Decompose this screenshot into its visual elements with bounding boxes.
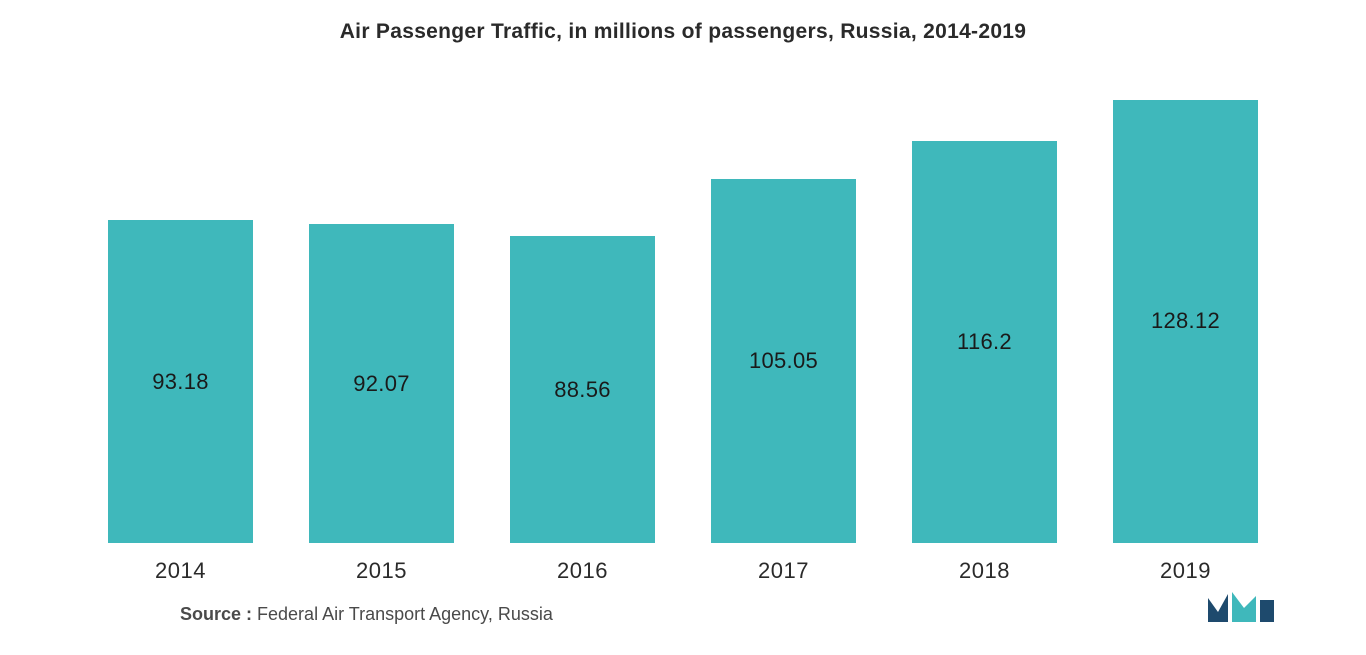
source-text: Federal Air Transport Agency, Russia	[257, 604, 553, 625]
bar-value: 105.05	[749, 348, 818, 374]
chart-area: 93.18 2014 92.07 2015 88.56 2016 105.05 …	[60, 74, 1306, 584]
chart-title: Air Passenger Traffic, in millions of pa…	[340, 20, 1027, 44]
bar-group: 105.05 2017	[683, 74, 884, 584]
chart-container: Air Passenger Traffic, in millions of pa…	[0, 0, 1366, 655]
bar-group: 93.18 2014	[80, 74, 281, 584]
bar-value: 128.12	[1151, 308, 1220, 334]
bar-value: 116.2	[957, 329, 1012, 355]
bar-label: 2014	[155, 558, 206, 584]
bar-label: 2015	[356, 558, 407, 584]
mordor-logo	[1206, 590, 1276, 625]
logo-icon	[1206, 590, 1276, 625]
bar-group: 92.07 2015	[281, 74, 482, 584]
bar-value: 88.56	[554, 377, 611, 403]
bar-group: 116.2 2018	[884, 74, 1085, 584]
bar-value: 93.18	[152, 369, 209, 395]
source-line: Source : Federal Air Transport Agency, R…	[60, 604, 1306, 625]
bar-2016: 88.56	[510, 236, 655, 543]
source-label: Source :	[180, 604, 252, 625]
bar-label: 2018	[959, 558, 1010, 584]
bar-2014: 93.18	[108, 220, 253, 543]
bar-2019: 128.12	[1113, 100, 1258, 543]
bar-label: 2016	[557, 558, 608, 584]
bar-label: 2017	[758, 558, 809, 584]
bar-2017: 105.05	[711, 179, 856, 543]
bar-2018: 116.2	[912, 141, 1057, 543]
bar-2015: 92.07	[309, 224, 454, 543]
bar-value: 92.07	[353, 371, 410, 397]
bar-label: 2019	[1160, 558, 1211, 584]
bar-group: 88.56 2016	[482, 74, 683, 584]
bar-group: 128.12 2019	[1085, 74, 1286, 584]
